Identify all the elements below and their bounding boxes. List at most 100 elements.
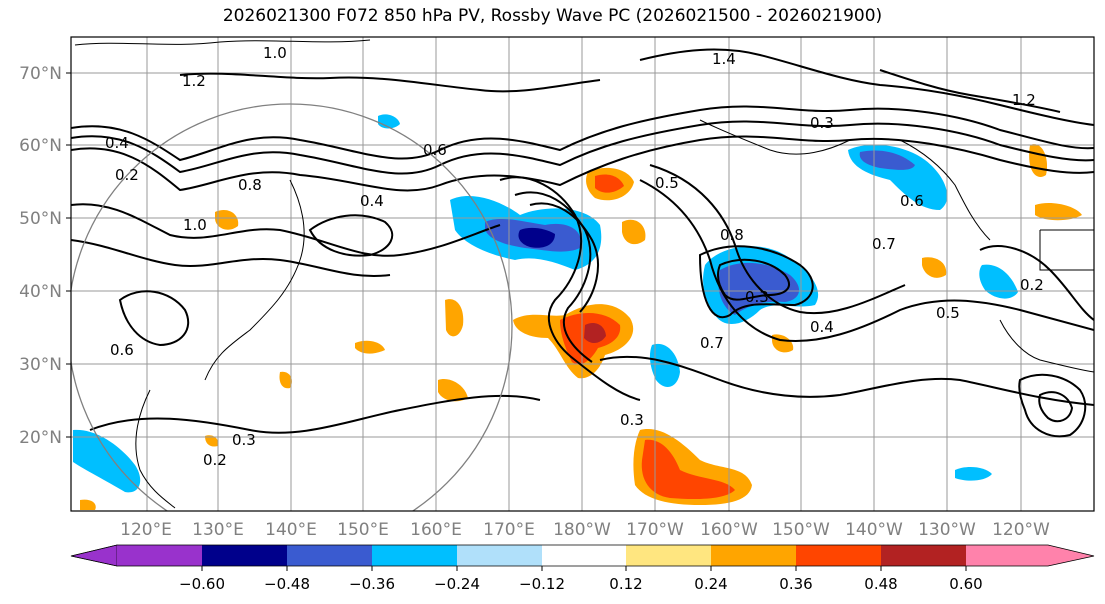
pv-contour-line	[71, 105, 1094, 162]
lat-label: 70°N	[19, 64, 62, 84]
lon-label: 180°W	[553, 520, 611, 540]
contour-label: 0.5	[655, 174, 679, 192]
contour-label: 0.6	[110, 341, 134, 359]
contour-label: 0.6	[423, 141, 447, 159]
pv-contour-line	[649, 164, 906, 315]
colorbar-tick-label: −0.60	[179, 575, 225, 593]
pv-contour-line	[639, 179, 1094, 342]
contour-label: 1.0	[263, 44, 287, 62]
contour-label: 0.8	[720, 226, 744, 244]
lon-label: 170°E	[483, 520, 535, 540]
contour-label: 0.6	[900, 192, 924, 210]
pv-contour-line	[499, 176, 641, 401]
lon-label: 150°W	[772, 520, 830, 540]
contour-label: 0.4	[810, 318, 834, 336]
pv-contours	[71, 48, 1094, 438]
lat-label: 20°N	[19, 428, 62, 448]
lon-label: 120°E	[120, 520, 172, 540]
contour-label: 1.0	[183, 216, 207, 234]
contour-label: 0.3	[620, 411, 644, 429]
lat-label: 30°N	[19, 355, 62, 375]
lon-label: 120°W	[992, 520, 1050, 540]
colorbar-tick-label: 0.60	[949, 575, 982, 593]
colorbar-segment	[457, 545, 542, 566]
lat-label: 60°N	[19, 136, 62, 156]
coastline	[899, 139, 991, 241]
negative-anomaly-region	[73, 429, 141, 493]
colorbar-tick-label: −0.12	[519, 575, 565, 593]
lat-label: 50°N	[19, 209, 62, 229]
pv-contour-line	[698, 245, 814, 318]
colorbar-tick-label: −0.48	[264, 575, 310, 593]
colorbar-segment	[796, 545, 881, 566]
contour-label: 0.3	[810, 114, 834, 132]
positive-anomaly-region	[279, 371, 292, 389]
coastline	[1039, 229, 1094, 271]
pv-contour-line	[71, 120, 1094, 175]
pv-contour-line	[514, 191, 593, 363]
contour-label: 0.8	[238, 176, 262, 194]
lon-label: 150°E	[337, 520, 389, 540]
lat-labels: 70°N 60°N 50°N 40°N 30°N 20°N	[19, 64, 62, 448]
contour-label: 0.7	[872, 235, 896, 253]
projection-circle	[71, 103, 513, 511]
pv-contour-line	[89, 394, 541, 434]
pv-contour-line	[879, 69, 1061, 113]
colorbar-tick-label: −0.24	[434, 575, 480, 593]
contour-label: 0.2	[115, 166, 139, 184]
colorbar-segment	[1048, 545, 1094, 566]
positive-anomaly-region	[622, 219, 646, 245]
lon-label: 160°E	[410, 520, 462, 540]
contour-label: 0.4	[105, 134, 129, 152]
pv-contour-line	[1038, 391, 1074, 423]
negative-anomaly-region	[979, 264, 1018, 299]
map-title: 2026021300 F072 850 hPa PV, Rossby Wave …	[222, 6, 883, 26]
contour-label: 0.3	[745, 288, 769, 306]
positive-anomaly-region	[922, 257, 947, 278]
contour-label: 0.5	[936, 304, 960, 322]
contour-label: 1.4	[712, 50, 736, 68]
positive-anomaly-region	[1035, 203, 1082, 221]
colorbar-tick-label: 0.36	[779, 575, 812, 593]
pv-contour-line	[71, 239, 391, 277]
colorbar-segment	[70, 544, 118, 567]
colorbar-outline	[70, 544, 1095, 567]
coastline	[74, 39, 371, 46]
colorbar-tick-label: 0.12	[609, 575, 642, 593]
pv-contour-line	[716, 258, 790, 301]
pv-contour-line	[179, 72, 601, 93]
pv-contour-line	[599, 355, 1094, 406]
coastline	[999, 319, 1094, 373]
contour-label: 0.7	[700, 334, 724, 352]
colorbar-segment	[372, 545, 457, 566]
colorbar-segment	[287, 545, 372, 566]
colorbar-segment	[626, 545, 711, 566]
contour-label: 0.4	[360, 192, 384, 210]
coastline	[699, 119, 851, 155]
lon-label: 140°W	[845, 520, 903, 540]
coastlines	[74, 39, 1094, 509]
pv-contour-line	[308, 214, 394, 257]
positive-anomaly-region	[205, 435, 219, 447]
lon-labels: 120°E 130°E 140°E 150°E 160°E 170°E 180°…	[120, 520, 1050, 540]
pv-contour-line	[1018, 373, 1087, 438]
coastline	[204, 179, 305, 381]
negative-anomaly-peak	[518, 227, 555, 248]
negative-anomaly-region	[649, 343, 680, 387]
positive-anomaly-region	[215, 209, 239, 230]
colorbar-segment	[966, 545, 1048, 566]
positive-anomaly-region	[438, 379, 468, 402]
colorbar-segment	[542, 545, 626, 566]
colorbar-segment	[202, 545, 287, 566]
pv-contour-line	[71, 203, 501, 257]
positive-anomaly-region	[445, 299, 464, 337]
coastline	[135, 389, 176, 509]
lat-label: 40°N	[19, 282, 62, 302]
positive-anomaly-core	[595, 174, 624, 193]
colorbar-segment	[881, 545, 966, 566]
pv-contour-line	[639, 48, 1094, 126]
contour-label: 1.2	[1012, 91, 1036, 109]
map-frame	[70, 36, 1095, 512]
colorbar: −0.60 −0.48 −0.36 −0.24 −0.12 0.12 0.24 …	[70, 544, 1095, 593]
